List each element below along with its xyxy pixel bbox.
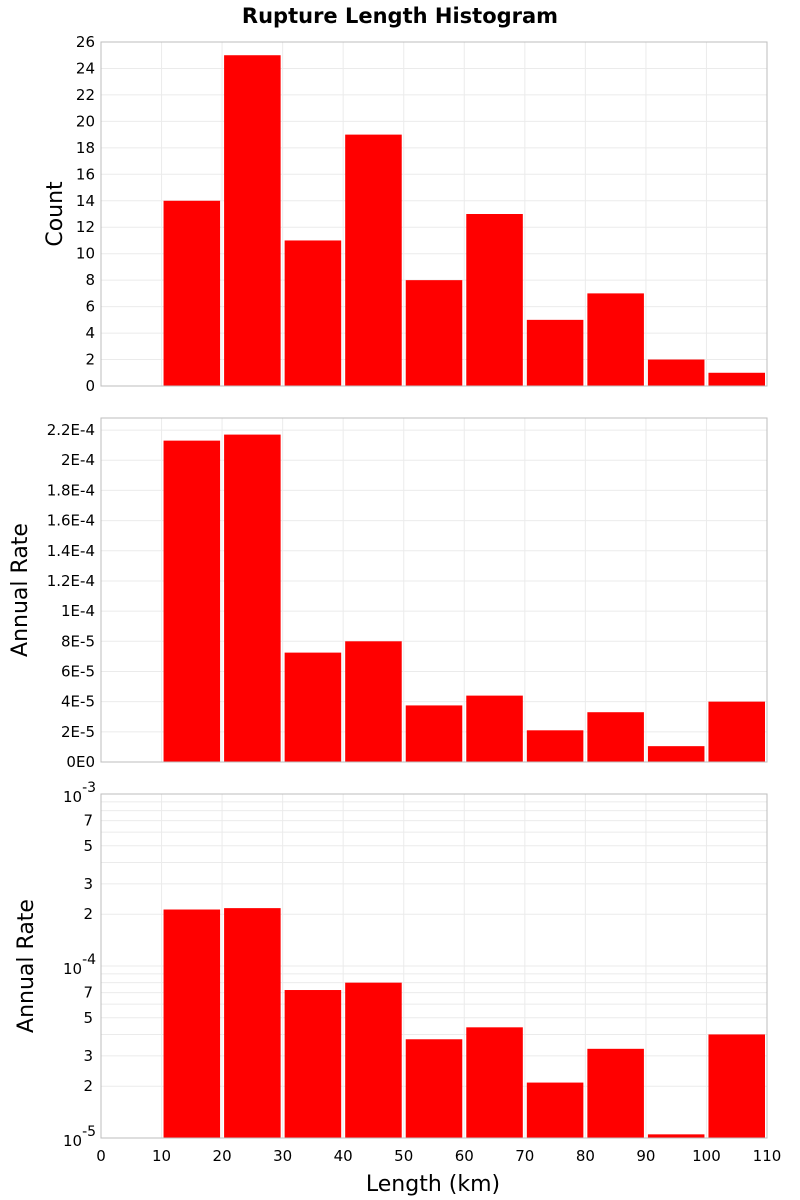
y-tick-label: 6 [85,298,95,316]
histogram-bar [526,319,584,386]
histogram-bar [345,134,402,386]
x-tick-label: 50 [394,1147,413,1165]
chart-title: Rupture Length Histogram [242,4,558,28]
x-tick-label: 30 [273,1147,292,1165]
y-tick-label: 24 [76,59,95,77]
y-minor-tick-label: 5 [83,837,93,855]
y-tick-label: 2E-5 [61,723,95,741]
y-axis-title: Count [43,181,68,247]
histogram-bar [224,55,281,386]
plot-frame [100,417,768,763]
histogram-bar [647,359,705,386]
x-tick-label: 90 [636,1147,655,1165]
y-minor-tick-label: 3 [83,875,93,893]
histogram-bar [466,695,523,762]
histogram-bar [587,293,644,386]
y-decade-tick-label: 10-4 [63,952,96,978]
x-axis-title: Length (km) [366,1172,500,1197]
histogram-bar [466,214,523,386]
y-tick-label: 26 [76,33,95,51]
y-tick-label: 8 [85,271,95,289]
y-tick-label: 1.6E-4 [47,512,95,530]
y-minor-tick-label: 5 [83,1009,93,1027]
x-tick-label: 10 [152,1147,171,1165]
y-minor-tick-label: 2 [83,1077,93,1095]
histogram-bar [163,909,221,1138]
y-tick-label: 0 [85,377,95,395]
histogram-bar [405,1039,463,1138]
x-axis: 0 10 20 30 40 50 60 70 80 90 100 110 [96,1147,781,1165]
y-tick-label: 2E-4 [61,451,95,469]
histogram-bar [587,712,644,762]
x-tick-label: 80 [576,1147,595,1165]
histogram-bar [345,982,402,1138]
y-tick-label: 1.2E-4 [47,572,95,590]
y-minor-tick-label: 7 [83,984,93,1002]
histogram-bar [526,730,584,762]
x-tick-label: 20 [213,1147,232,1165]
y-tick-label: 12 [76,218,95,236]
histogram-bar [163,440,221,762]
y-minor-tick-label: 7 [83,812,93,830]
x-tick-label: 40 [334,1147,353,1165]
y-tick-label: 2 [85,351,95,369]
histogram-bar [466,1027,523,1138]
y-minor-tick-label: 2 [83,905,93,923]
histogram-bar [647,746,705,762]
histogram-bar [405,280,463,386]
y-tick-label: 1E-4 [61,602,95,620]
y-tick-label: 2.2E-4 [47,421,95,439]
y-tick-label: 10 [76,245,95,263]
y-decade-tick-label: 10-3 [63,780,96,806]
histogram-bar [708,701,765,762]
histogram-bar [647,1134,705,1138]
y-tick-label: 1.8E-4 [47,481,95,499]
y-tick-label: 14 [76,192,95,210]
y-tick-label: 0E0 [66,753,95,771]
histogram-bar [405,705,463,762]
histogram-bar [708,1034,765,1138]
y-tick-label: 4 [85,324,95,342]
y-tick-label: 22 [76,86,95,104]
x-tick-label: 60 [455,1147,474,1165]
histogram-bar [526,1082,584,1138]
y-minor-tick-label: 3 [83,1047,93,1065]
x-tick-label: 70 [515,1147,534,1165]
histogram-bar [224,908,281,1138]
y-tick-label: 8E-5 [61,632,95,650]
y-tick-label: 6E-5 [61,662,95,680]
annual-rate-log-panel: 2 3 5 7 2 3 5 7 10-5 10-4 10-3 Annual Rate [14,780,768,1150]
plot-frame [100,41,768,387]
y-tick-label: 18 [76,139,95,157]
y-axis-title: Annual Rate [8,523,33,657]
histogram-bar [284,990,342,1138]
annual-rate-linear-panel: 0E0 2E-5 4E-5 6E-5 8E-5 1E-4 1.2E-4 1.4E-4 1.6E-… [8,417,768,771]
histogram-bar [284,652,342,762]
histogram-bar [708,372,765,386]
histogram-bar [224,434,281,762]
y-axis-title: Annual Rate [14,899,39,1033]
histogram-bar [284,240,342,386]
histogram-bar [587,1048,644,1138]
y-tick-label: 20 [76,112,95,130]
x-tick-label: 0 [96,1147,106,1165]
plot-frame [100,793,768,1139]
y-decade-tick-label: 10-5 [63,1124,96,1150]
histogram-bar [345,641,402,762]
x-tick-label: 110 [753,1147,782,1165]
y-tick-label: 4E-5 [61,693,95,711]
y-tick-label: 16 [76,165,95,183]
y-tick-label: 1.4E-4 [47,542,95,560]
x-tick-label: 100 [692,1147,721,1165]
histogram-bar [163,200,221,386]
